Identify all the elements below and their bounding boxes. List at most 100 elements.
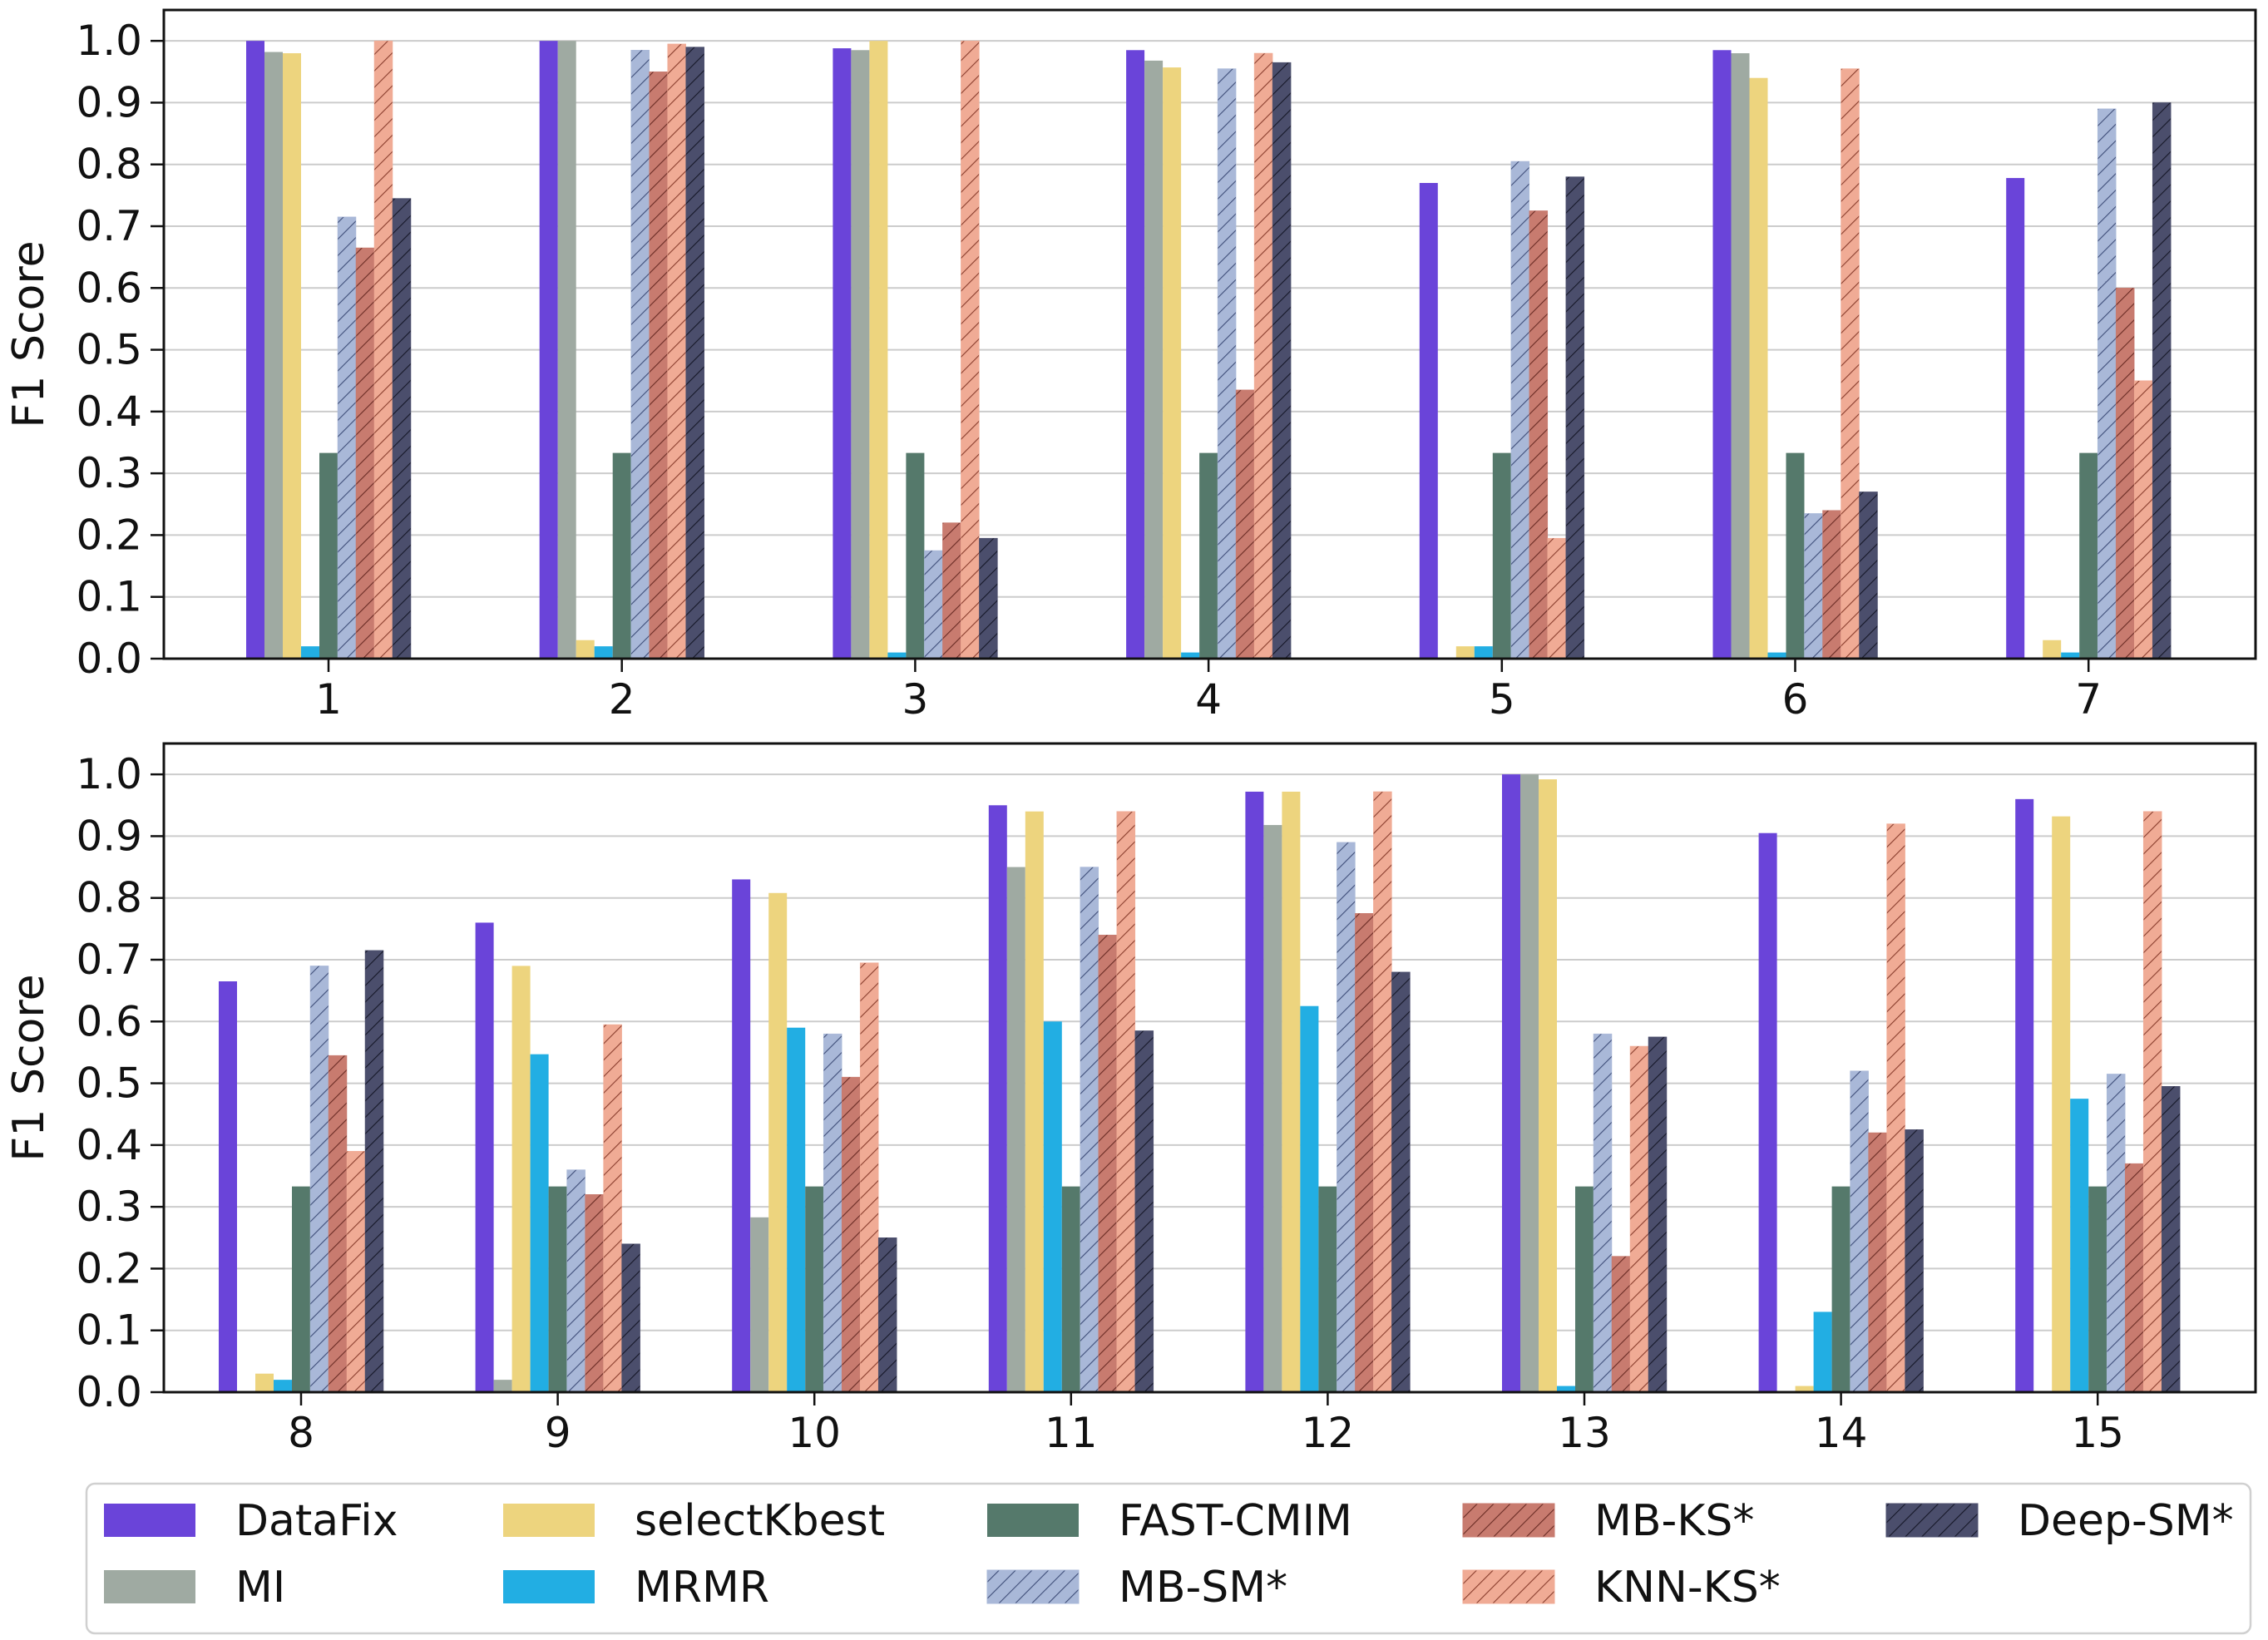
bar-selectkbest-9 bbox=[511, 966, 531, 1392]
bar-mi-6 bbox=[1731, 53, 1750, 659]
legend-label-fast-cmim: FAST-CMIM bbox=[1119, 1496, 1352, 1546]
bar-deep-sm-15 bbox=[2161, 1086, 2181, 1393]
bar-fast-cmim-12 bbox=[1318, 1186, 1337, 1392]
bar-knn-ks-11 bbox=[1116, 811, 1136, 1393]
bar-deep-sm-8 bbox=[364, 950, 384, 1393]
bar-mb-sm-4 bbox=[1217, 68, 1237, 659]
y-tick-label: 0.6 bbox=[76, 264, 142, 312]
bar-deep-sm-1 bbox=[392, 198, 412, 659]
bar-fast-cmim-14 bbox=[1831, 1186, 1850, 1392]
bar-mb-sm-7 bbox=[2097, 108, 2117, 659]
legend-label-mb-sm: MB-SM* bbox=[1119, 1563, 1287, 1613]
bar-selectkbest-15 bbox=[2052, 816, 2071, 1392]
bar-deep-sm-3 bbox=[979, 537, 998, 659]
bar-knn-ks-12 bbox=[1373, 791, 1392, 1393]
bar-mrmr-11 bbox=[1043, 1021, 1062, 1392]
bar-mb-ks-13 bbox=[1611, 1256, 1631, 1393]
bar-fast-cmim-5 bbox=[1492, 452, 1511, 659]
bar-datafix-14 bbox=[1758, 832, 1777, 1392]
x-tick-label-11: 11 bbox=[1045, 1409, 1098, 1457]
bar-knn-ks-10 bbox=[859, 962, 879, 1393]
bar-deep-sm-11 bbox=[1134, 1030, 1154, 1393]
y-tick-label: 0.8 bbox=[76, 141, 142, 189]
legend-label-selectkbest: selectKbest bbox=[635, 1496, 885, 1546]
y-tick-label: 0.1 bbox=[76, 573, 142, 621]
legend-swatch-mb-ks bbox=[1462, 1503, 1555, 1538]
bar-fast-cmim-10 bbox=[805, 1186, 824, 1392]
y-tick-label: 0.3 bbox=[76, 449, 142, 497]
bar-datafix-3 bbox=[833, 48, 852, 659]
x-tick-label-15: 15 bbox=[2071, 1409, 2124, 1457]
bar-fast-cmim-15 bbox=[2088, 1186, 2107, 1392]
bar-deep-sm-6 bbox=[1859, 492, 1878, 659]
legend-label-mb-ks: MB-KS* bbox=[1594, 1496, 1754, 1546]
bar-datafix-5 bbox=[1419, 183, 1438, 659]
bar-mb-sm-5 bbox=[1510, 161, 1530, 659]
bar-mb-ks-14 bbox=[1868, 1132, 1887, 1393]
bar-mi-13 bbox=[1520, 774, 1539, 1392]
bar-deep-sm-10 bbox=[877, 1237, 897, 1393]
y-tick-label: 0.7 bbox=[76, 202, 142, 250]
bar-datafix-9 bbox=[475, 922, 494, 1392]
y-tick-label: 0.5 bbox=[76, 326, 142, 374]
bar-fast-cmim-1 bbox=[319, 452, 338, 659]
y-tick-label: 0.2 bbox=[76, 1244, 142, 1292]
bar-mb-sm-2 bbox=[630, 50, 650, 659]
bar-knn-ks-4 bbox=[1253, 52, 1273, 659]
bar-mrmr-15 bbox=[2070, 1099, 2089, 1392]
bar-mrmr-10 bbox=[787, 1027, 806, 1392]
x-tick-label-7: 7 bbox=[2075, 675, 2102, 724]
legend-swatch-knn-ks bbox=[1462, 1569, 1555, 1604]
bar-selectkbest-13 bbox=[1539, 779, 1557, 1392]
bar-datafix-1 bbox=[246, 41, 264, 659]
bar-mrmr-1 bbox=[301, 646, 319, 659]
bar-knn-ks-13 bbox=[1629, 1045, 1649, 1393]
bar-selectkbest-5 bbox=[1455, 646, 1475, 659]
x-tick-label-10: 10 bbox=[788, 1409, 841, 1457]
bar-mb-ks-5 bbox=[1529, 210, 1549, 659]
legend-box bbox=[85, 1482, 2252, 1635]
legend-label-mi: MI bbox=[235, 1563, 285, 1613]
bar-knn-ks-7 bbox=[2133, 380, 2153, 659]
bar-deep-sm-2 bbox=[685, 47, 704, 659]
x-tick-label-13: 13 bbox=[1558, 1409, 1611, 1457]
bar-mi-10 bbox=[750, 1217, 769, 1392]
legend-swatch-selectkbest bbox=[503, 1504, 595, 1537]
bar-mb-ks-7 bbox=[2115, 288, 2135, 659]
y-axis-label: F1 Score bbox=[4, 240, 54, 427]
legend-label-deep-sm: Deep-SM* bbox=[2018, 1496, 2234, 1546]
bar-selectkbest-3 bbox=[869, 41, 888, 659]
bar-fast-cmim-7 bbox=[2079, 452, 2098, 659]
y-tick-label: 0.0 bbox=[76, 1368, 142, 1416]
x-tick-label-6: 6 bbox=[1782, 675, 1809, 724]
bar-mb-sm-11 bbox=[1080, 867, 1099, 1393]
bar-mb-sm-10 bbox=[823, 1033, 842, 1393]
legend-swatch-mi bbox=[104, 1570, 195, 1603]
x-tick-label-8: 8 bbox=[288, 1409, 314, 1457]
y-tick-label: 0.6 bbox=[76, 997, 142, 1045]
legend-label-mrmr: MRMR bbox=[635, 1563, 769, 1613]
y-tick-label: 0.9 bbox=[76, 812, 142, 860]
bar-datafix-11 bbox=[988, 805, 1007, 1392]
bar-mb-ks-2 bbox=[649, 72, 668, 659]
x-tick-label-5: 5 bbox=[1489, 675, 1515, 724]
bar-mb-ks-4 bbox=[1235, 389, 1255, 659]
x-tick-label-9: 9 bbox=[545, 1409, 571, 1457]
y-tick-label: 0.4 bbox=[76, 388, 142, 436]
bar-datafix-6 bbox=[1712, 50, 1732, 659]
bar-mi-11 bbox=[1006, 867, 1025, 1392]
legend-swatch-datafix bbox=[104, 1504, 195, 1537]
bar-mb-ks-6 bbox=[1822, 510, 1841, 659]
bar-mb-ks-1 bbox=[355, 247, 375, 659]
bar-knn-ks-9 bbox=[603, 1024, 622, 1393]
bar-selectkbest-1 bbox=[283, 53, 301, 659]
bar-mb-ks-12 bbox=[1355, 913, 1374, 1393]
bar-mrmr-14 bbox=[1813, 1312, 1832, 1392]
bar-fast-cmim-2 bbox=[612, 452, 631, 659]
y-tick-label: 0.5 bbox=[76, 1060, 142, 1108]
x-tick-label-4: 4 bbox=[1195, 675, 1222, 724]
bar-fast-cmim-9 bbox=[548, 1186, 567, 1392]
y-tick-label: 1.0 bbox=[76, 750, 142, 798]
bar-selectkbest-4 bbox=[1163, 67, 1182, 659]
bar-deep-sm-4 bbox=[1272, 62, 1292, 659]
